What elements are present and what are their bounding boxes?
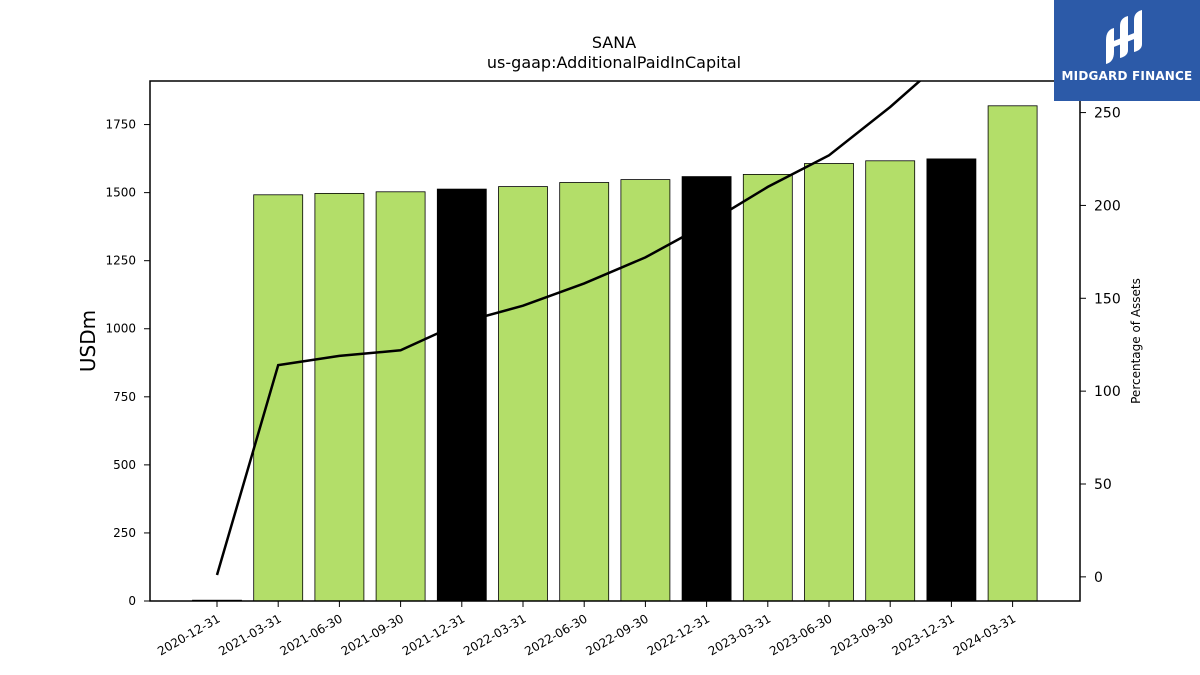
y-tick-label: 1500 (105, 186, 136, 200)
y-axis-right: 0 50 100 150 200 250 (1080, 106, 1121, 586)
bar-2023-06-30 (804, 163, 854, 602)
y-axis-label: USDm (76, 310, 100, 372)
bar-2022-12-31 (681, 176, 732, 602)
bar-2023-12-31 (926, 158, 977, 602)
bar-2022-06-30 (559, 182, 610, 602)
y2-tick-label: 100 (1094, 384, 1121, 400)
y-tick-label: 1250 (105, 254, 136, 268)
percentage-of-assets-line (215, 81, 922, 576)
y-tick-label: 1750 (105, 118, 136, 132)
bar-2022-09-30 (620, 179, 671, 602)
x-tick-label: 2021-09-30 (339, 611, 406, 658)
x-tick-label: 2021-06-30 (277, 611, 344, 658)
bar-2021-09-30 (375, 191, 426, 602)
bar-2023-09-30 (865, 160, 916, 602)
bar-2024-03-31 (987, 105, 1038, 602)
x-tick-label: 2022-06-30 (522, 611, 589, 658)
x-tick-label: 2022-09-30 (583, 611, 650, 658)
x-tick-label: 2023-12-31 (889, 611, 956, 658)
x-tick-label: 2022-03-31 (461, 611, 528, 658)
line-group (215, 81, 922, 576)
y-tick-label: 750 (113, 390, 136, 404)
y2-tick-label: 150 (1094, 291, 1121, 307)
x-tick-label: 2020-12-31 (155, 611, 222, 658)
bar-2021-12-31 (436, 188, 487, 602)
plot-frame (149, 80, 1081, 602)
bar-2022-03-31 (498, 186, 548, 602)
y-tick-label: 1000 (105, 322, 136, 336)
chart-subtitle: us-gaap:AdditionalPaidInCapital (487, 53, 741, 72)
x-tick-label: 2023-06-30 (767, 611, 834, 658)
y-tick-label: 500 (113, 458, 136, 472)
x-tick-label: 2021-03-31 (216, 611, 283, 658)
logo-mark-icon (1106, 10, 1142, 64)
bars-group (192, 105, 1038, 602)
midgard-finance-logo: MIDGARD FINANCE (1054, 0, 1200, 101)
y2-tick-label: 250 (1094, 106, 1121, 122)
y2-tick-label: 200 (1094, 198, 1121, 214)
logo-text: MIDGARD FINANCE (1061, 69, 1193, 83)
bar-2021-03-31 (253, 194, 304, 602)
x-tick-label: 2023-09-30 (828, 611, 895, 658)
chart-title: SANA (592, 33, 636, 52)
x-axis: 2020-12-312021-03-312021-06-302021-09-30… (155, 601, 1018, 658)
y2-tick-label: 0 (1094, 570, 1103, 586)
y2-tick-label: 50 (1094, 477, 1112, 493)
y-axis-left: 0 250 500 750 1000 1250 1500 1750 (105, 118, 150, 608)
x-tick-label: 2024-03-31 (951, 611, 1018, 658)
bar-2023-03-31 (742, 173, 793, 602)
y-tick-label: 250 (113, 526, 136, 540)
bar-2021-06-30 (314, 192, 365, 602)
x-tick-label: 2023-03-31 (706, 611, 773, 658)
y-tick-label: 0 (128, 594, 136, 608)
y2-axis-label: Percentage of Assets (1129, 278, 1143, 404)
x-tick-label: 2022-12-31 (645, 611, 712, 658)
x-tick-label: 2021-12-31 (400, 611, 467, 658)
